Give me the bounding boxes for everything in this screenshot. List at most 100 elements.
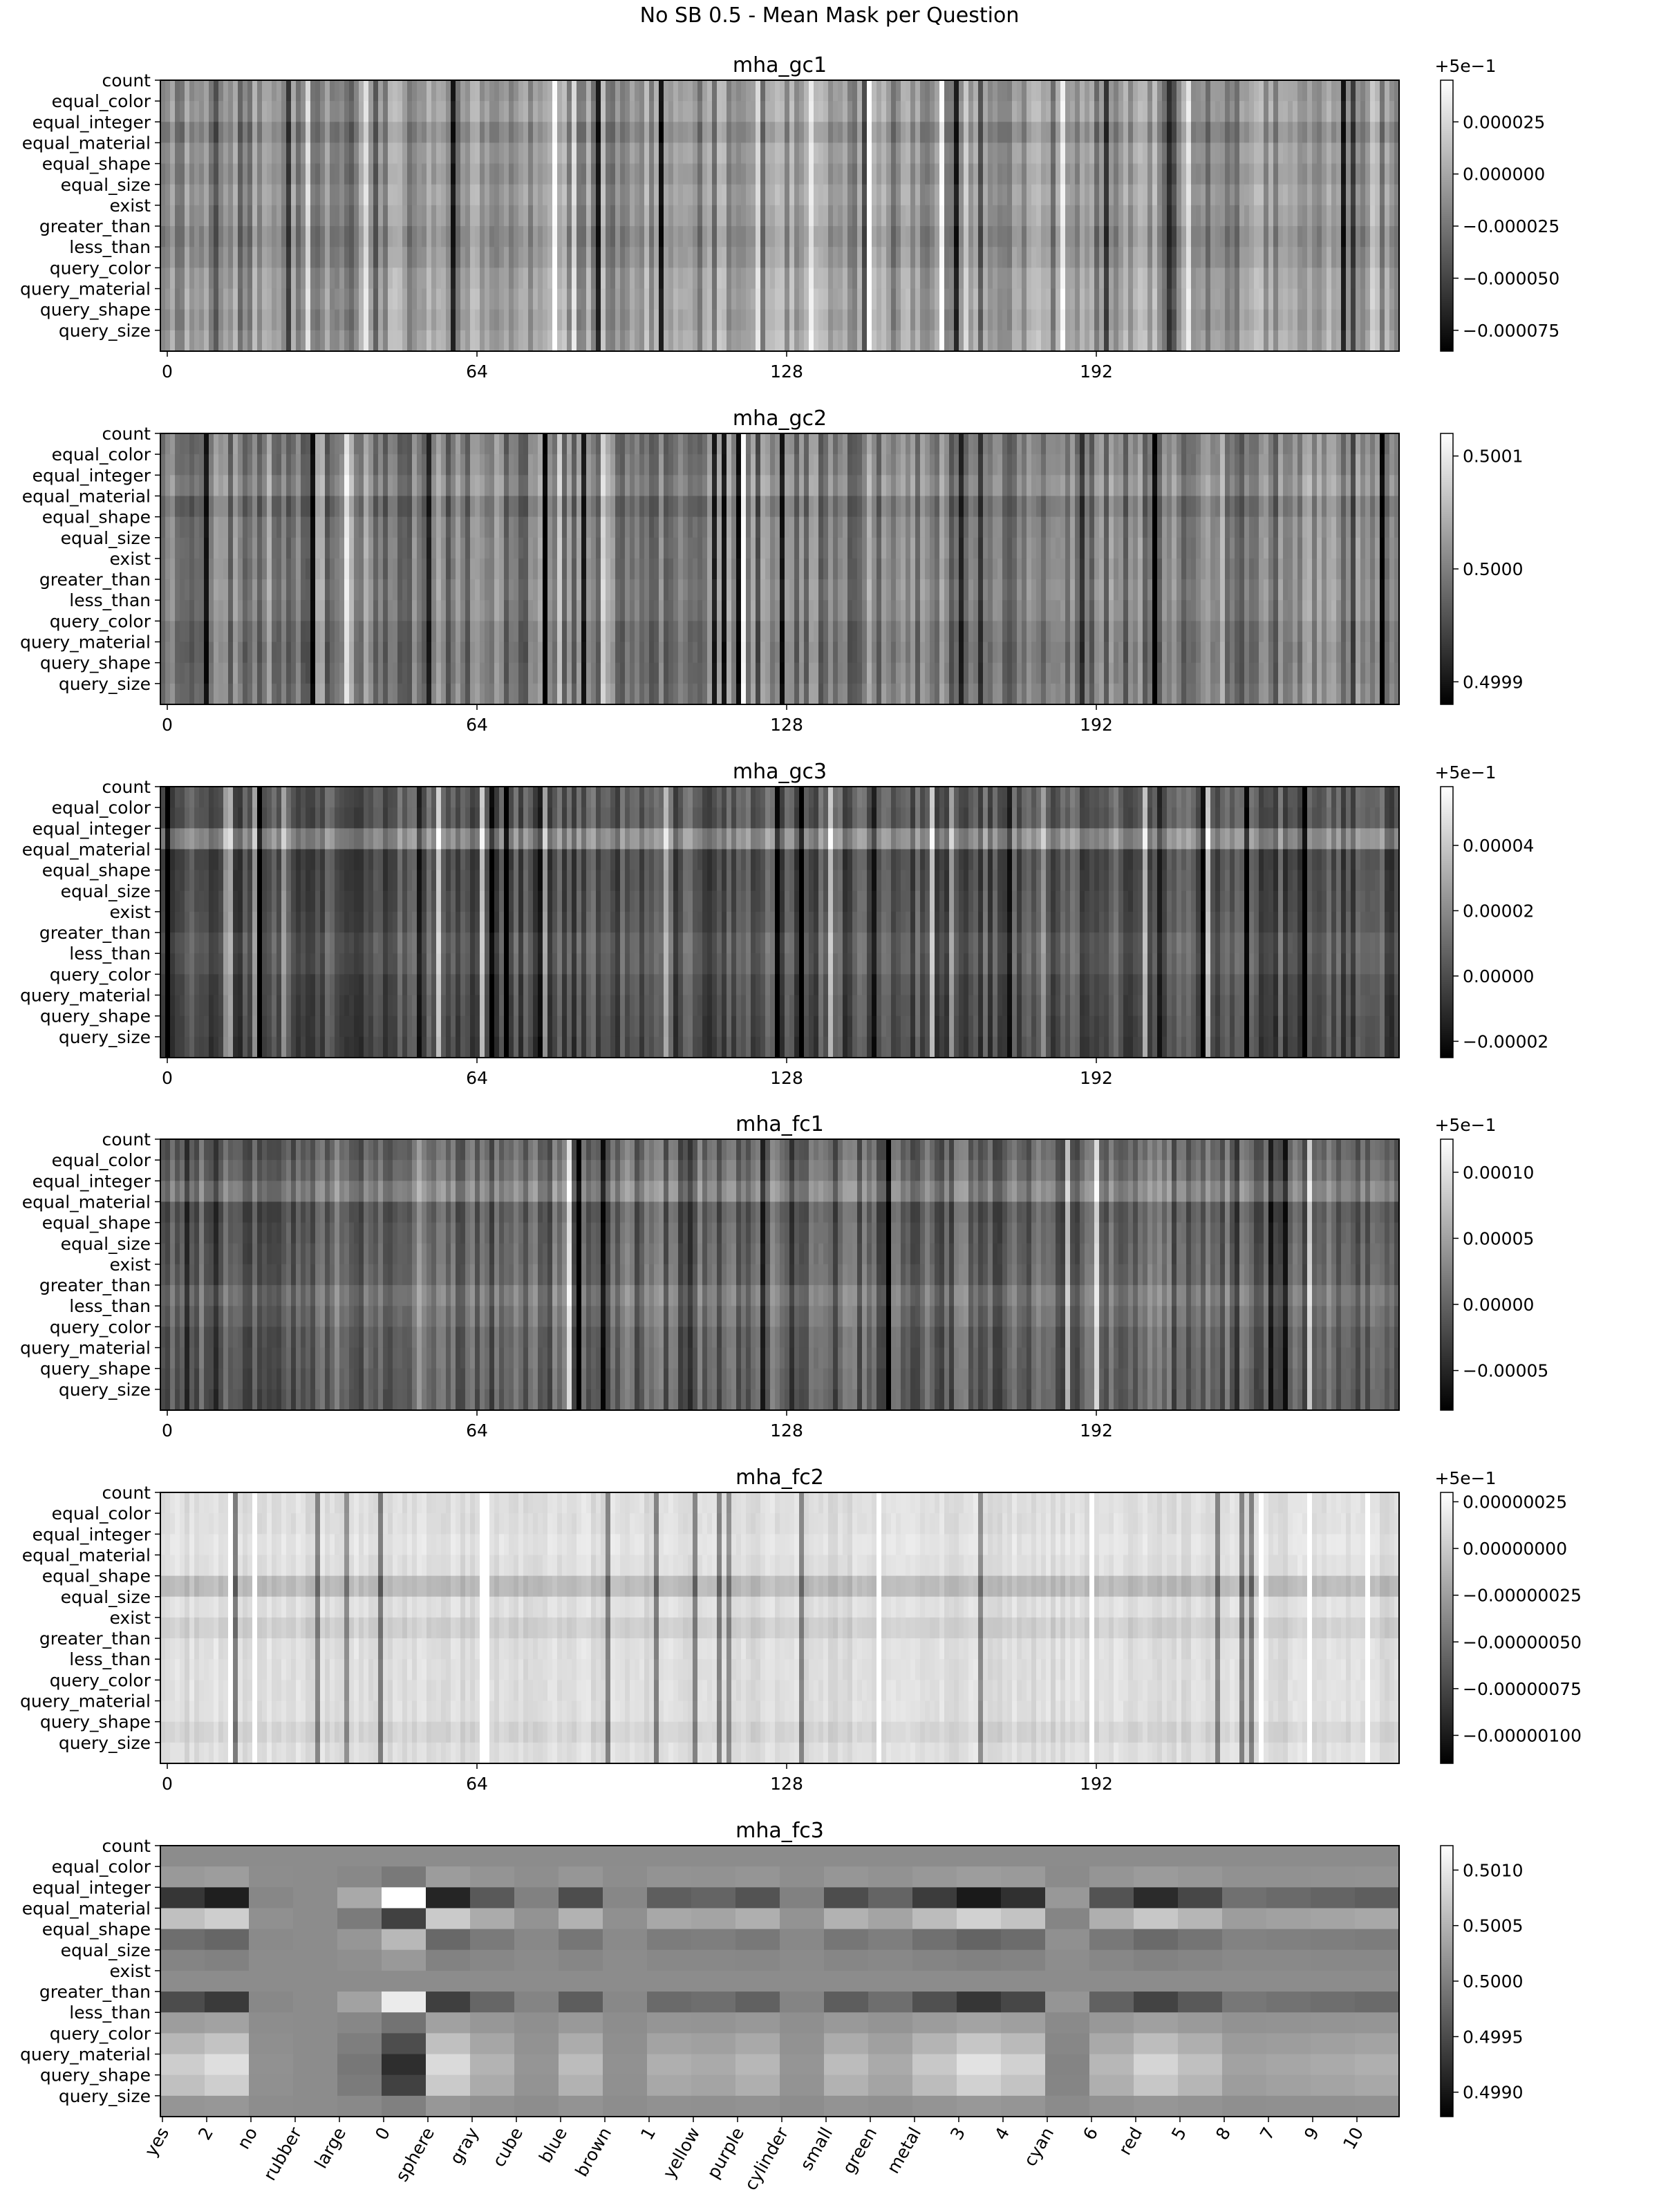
heatmap-cell [1327,330,1332,352]
heatmap-cell [373,558,379,580]
heatmap-cell [1268,184,1274,206]
heatmap-cell [233,641,238,664]
heatmap-cell [160,516,166,538]
heatmap-cell [1283,330,1288,352]
heatmap-cell [552,122,558,144]
heatmap-cell [427,205,432,227]
heatmap-cell [397,621,403,643]
heatmap-cell [678,683,684,705]
heatmap-cell [523,80,529,102]
heatmap-cell [388,309,393,331]
heatmap-cell [393,683,398,705]
heatmap-cell [606,184,611,206]
heatmap-cell [417,247,422,268]
heatmap-cell [538,600,543,621]
heatmap-cell [1389,101,1395,122]
heatmap-cell [1157,142,1163,165]
heatmap-cell [770,205,776,227]
heatmap-cell [664,579,669,601]
heatmap-cell [194,579,200,601]
heatmap-cell [509,433,514,455]
heatmap-cell [741,288,747,310]
heatmap-cell [272,268,277,290]
heatmap-cell [330,475,335,497]
heatmap-cell [727,122,732,144]
heatmap-cell [620,288,626,310]
heatmap-cell [567,475,572,497]
heatmap-cell [446,683,451,705]
heatmap-cell [1327,247,1332,268]
heatmap-cell [814,309,819,331]
heatmap-cell [1288,268,1293,290]
heatmap-cell [480,330,485,352]
heatmap-cell [286,268,292,290]
heatmap-cell [1143,122,1148,144]
heatmap-cell [233,184,238,206]
heatmap-cell [1283,101,1288,122]
heatmap-cell [1089,268,1095,290]
heatmap-cell [770,288,776,310]
heatmap-cell [1283,205,1288,227]
heatmap-cell [693,163,698,185]
heatmap-cell [944,268,950,290]
heatmap-cell [547,641,553,664]
heatmap-cell [465,579,471,601]
heatmap-cell [354,662,359,684]
heatmap-cell [1143,80,1148,102]
heatmap-cell [1177,163,1182,185]
heatmap-cell [552,247,558,268]
heatmap-cell [702,247,708,268]
heatmap-cell [335,205,340,227]
heatmap-cell [427,288,432,310]
heatmap-cell [596,433,601,455]
heatmap-cell [910,205,916,227]
heatmap-cell [272,80,277,102]
heatmap-cell [218,600,224,621]
heatmap-cell [199,205,205,227]
heatmap-cell [964,101,969,122]
heatmap-cell [712,122,718,144]
heatmap-cell [1123,330,1129,352]
heatmap-cell [1128,122,1134,144]
heatmap-cell [330,268,335,290]
heatmap-cell [330,579,335,601]
heatmap-cell [412,475,418,497]
heatmap-cell [635,516,640,538]
heatmap-cell [639,142,645,165]
heatmap-cell [915,226,921,247]
heatmap-cell [267,641,272,664]
heatmap-cell [1012,184,1018,206]
heatmap-cell [993,184,998,206]
heatmap-cell [504,288,509,310]
heatmap-cell [204,80,209,102]
heatmap-cell [1336,163,1342,185]
heatmap-cell [635,621,640,643]
heatmap-cell [1080,205,1085,227]
heatmap-cell [756,163,761,185]
heatmap-cell [1094,101,1100,122]
heatmap-cell [649,516,655,538]
heatmap-cell [199,621,205,643]
heatmap-cell [1017,101,1022,122]
heatmap-cell [373,330,379,352]
heatmap-cell [659,247,664,268]
heatmap-cell [412,80,418,102]
heatmap-cell [1201,268,1206,290]
heatmap-cell [1394,226,1400,247]
heatmap-cell [586,80,592,102]
heatmap-cell [552,600,558,621]
heatmap-cell [368,683,374,705]
heatmap-cell [1036,101,1042,122]
heatmap-cell [349,641,355,664]
heatmap-cell [538,268,543,290]
heatmap-cell [823,163,829,185]
heatmap-cell [789,268,795,290]
heatmap-cell [257,205,263,227]
heatmap-cell [959,80,964,102]
heatmap-cell [281,163,287,185]
heatmap-cell [659,662,664,684]
heatmap-cell [383,142,388,165]
heatmap-cell [915,330,921,352]
heatmap-cell [276,516,282,538]
heatmap-cell [702,475,708,497]
